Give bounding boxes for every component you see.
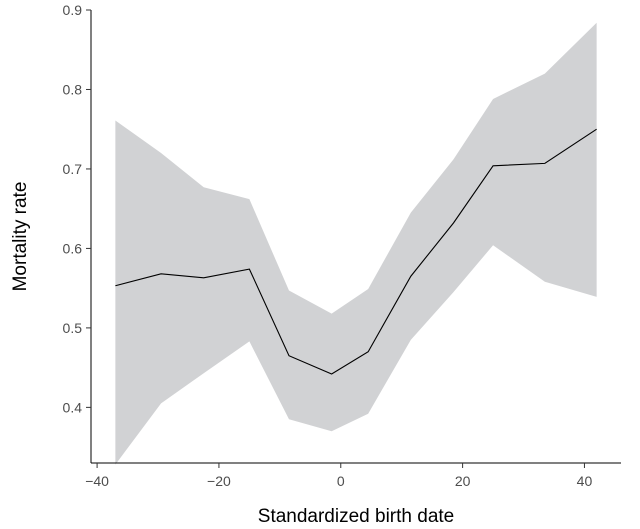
y-tick-label: 0.6 — [63, 240, 83, 256]
y-tick-label: 0.9 — [63, 2, 83, 18]
y-axis-title: Mortality rate — [10, 182, 31, 292]
y-tick-label: 0.4 — [63, 399, 83, 415]
y-tick-label: 0.5 — [63, 320, 83, 336]
x-axis-ticks: −40 −20 0 20 40 — [85, 463, 592, 489]
y-axis-ticks: 0.4 0.5 0.6 0.7 0.8 0.9 — [63, 2, 91, 415]
mortality-line-0 — [115, 128, 597, 375]
series-lines — [115, 128, 597, 375]
x-tick-label: −20 — [207, 473, 231, 489]
x-tick-label: 40 — [577, 473, 593, 489]
confidence-band-0 — [115, 22, 597, 465]
x-tick-label: 0 — [337, 473, 345, 489]
x-tick-label: 20 — [455, 473, 471, 489]
x-tick-label: −40 — [85, 473, 109, 489]
x-axis-title: Standardized birth date — [258, 506, 454, 527]
confidence-bands — [115, 22, 597, 465]
y-tick-label: 0.8 — [63, 81, 83, 97]
y-tick-label: 0.7 — [63, 161, 83, 177]
